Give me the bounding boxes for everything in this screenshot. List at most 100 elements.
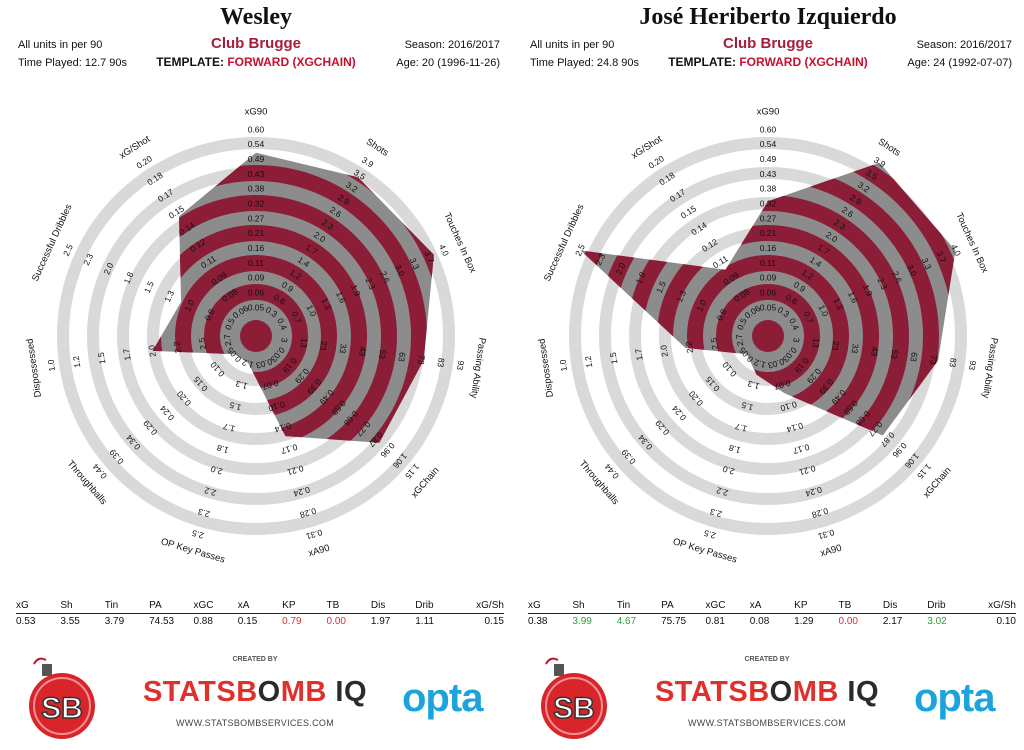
player-panel-izquierdo: José Heriberto Izquierdo Club Brugge TEM…	[512, 0, 1024, 750]
stat-label-tin: Tin	[104, 600, 119, 611]
tick-label: 4.0	[949, 243, 963, 258]
stat-label-xgc: xGC	[705, 600, 726, 611]
tick-label: 3	[279, 337, 290, 343]
template-key: TEMPLATE:	[156, 55, 224, 69]
tick-label: 2.0	[721, 464, 735, 477]
tick-label: 2.3	[593, 252, 607, 267]
tick-label: 1.2	[583, 355, 595, 368]
tick-label: 1.0	[558, 359, 570, 372]
player-panel-wesley: Wesley Club Brugge TEMPLATE: FORWARD (XG…	[0, 4, 512, 739]
tick-label: 0.05	[248, 302, 265, 312]
time-played: Time Played: 24.8 90s	[530, 57, 640, 69]
tick-label: 1.0	[46, 359, 58, 372]
tick-label: 1.5	[654, 279, 668, 294]
tick-label: 0.07	[261, 378, 280, 392]
tick-label: 0.03	[767, 357, 786, 371]
tick-label: 3.9	[360, 155, 376, 170]
tick-label: 1.0	[694, 298, 708, 313]
axis-label: Throughballs	[577, 458, 621, 507]
tick-label: 0.06	[248, 287, 265, 297]
tick-label: 63	[396, 352, 407, 363]
tick-label: 1.0	[182, 298, 196, 313]
radar-ring	[57, 137, 455, 535]
tick-label: 1.3	[674, 289, 688, 304]
stat-label-dis: Dis	[370, 600, 386, 611]
tick-label: 2.3	[875, 276, 889, 291]
tick-label: 1.8	[215, 443, 229, 456]
tick-label: 0.14	[785, 420, 804, 434]
tick-label: 0.7	[802, 310, 816, 325]
tick-label: 2.6	[378, 270, 392, 285]
radar-chart: 0.050.060.090.110.160.210.270.320.380.43…	[537, 107, 1000, 566]
tick-label: 0.27	[760, 213, 777, 223]
tick-label: 0.49	[760, 154, 777, 164]
tick-label: 13	[298, 337, 309, 348]
stat-label-drib: Drib	[927, 600, 946, 611]
stat-label-tin: Tin	[616, 600, 631, 611]
tick-label: 83	[947, 357, 958, 368]
stat-value-drib: 1.11	[415, 616, 434, 627]
stat-value-xgc: 0.88	[193, 616, 213, 627]
stat-label-xg: xG	[528, 600, 541, 611]
stat-label-kp: KP	[794, 600, 808, 611]
units-note: All units in per 90	[530, 39, 615, 51]
tick-label: 1.6	[846, 290, 860, 305]
tick-label: 0.11	[760, 258, 776, 268]
stat-label-dis: Dis	[882, 600, 898, 611]
tick-label: 2.2	[683, 340, 695, 353]
tick-label: 2.0	[658, 344, 670, 357]
tick-label: 1.5	[142, 279, 156, 294]
tick-label: 0.43	[248, 169, 265, 179]
opta-logo: opta	[914, 676, 995, 720]
axis-label: xG90	[245, 107, 268, 118]
tick-label: 0.03	[255, 357, 274, 371]
tick-label: 1.8	[634, 270, 648, 285]
tick-label: 0.16	[248, 243, 265, 253]
template-label: TEMPLATE: FORWARD (XGCHAIN)	[0, 55, 512, 69]
tick-label: 0.5	[223, 316, 237, 331]
tick-label: 0.21	[798, 463, 817, 477]
axis-label: Throughballs	[65, 458, 109, 507]
tick-label: 0.32	[248, 198, 265, 208]
tick-label: 1.0	[817, 303, 831, 318]
time-played: Time Played: 12.7 90s	[18, 57, 128, 69]
tick-label: 23	[318, 340, 329, 351]
tick-label: 0.24	[804, 485, 823, 499]
tick-label: 1.9	[349, 283, 363, 298]
axis-label: Dispossessed	[25, 338, 44, 398]
radar-band	[152, 195, 397, 443]
tick-label: 1.5	[96, 351, 108, 364]
stats-header-row: xG Sh Tin PA xGC xA KP TB Dis Drib xG/Sh	[16, 598, 504, 614]
stat-label-tb: TB	[326, 600, 340, 611]
stats-header-row: xG Sh Tin PA xGC xA KP TB Dis Drib xG/Sh	[528, 598, 1016, 614]
tick-label: 0.8	[203, 307, 217, 322]
tick-label: 33	[337, 343, 348, 354]
template-key: TEMPLATE:	[668, 55, 736, 69]
axis-label: OP Key Passes	[159, 536, 226, 565]
tick-label: 23	[830, 340, 841, 351]
stat-label-xg-sh: xG/Sh	[476, 600, 504, 611]
stat-value-xg: 0.53	[16, 616, 36, 627]
radar-band	[152, 165, 427, 443]
stats-table: xG Sh Tin PA xGC xA KP TB Dis Drib xG/Sh 0.53 3.55 3…	[16, 598, 504, 629]
tick-label: 1.3	[162, 289, 176, 304]
stat-value-dis: 2.17	[882, 616, 903, 627]
tick-label: 73	[416, 354, 427, 365]
tick-label: 0.31	[305, 527, 324, 541]
tick-label: 3.3	[408, 256, 422, 271]
stat-label-drib: Drib	[415, 600, 434, 611]
tick-label: 1.3	[831, 296, 845, 311]
tick-label: 3.7	[934, 249, 948, 264]
tick-label: 0.10	[779, 399, 798, 413]
tick-label: 1.8	[122, 270, 136, 285]
tick-label: 0.05	[760, 302, 777, 312]
tick-label: 0.27	[248, 213, 265, 223]
tick-label: 1.2	[71, 355, 83, 368]
tick-label: 43	[869, 346, 880, 357]
stat-value-xgc: 0.81	[705, 616, 725, 627]
age: Age: 20 (1996-11-26)	[396, 57, 500, 69]
player-name: José Heriberto Izquierdo	[639, 4, 897, 30]
tick-label: 1.2	[241, 357, 255, 370]
statsbomb-iq-logo: STATSBOMB IQ	[142, 676, 368, 708]
tick-label: 0.54	[248, 139, 265, 149]
